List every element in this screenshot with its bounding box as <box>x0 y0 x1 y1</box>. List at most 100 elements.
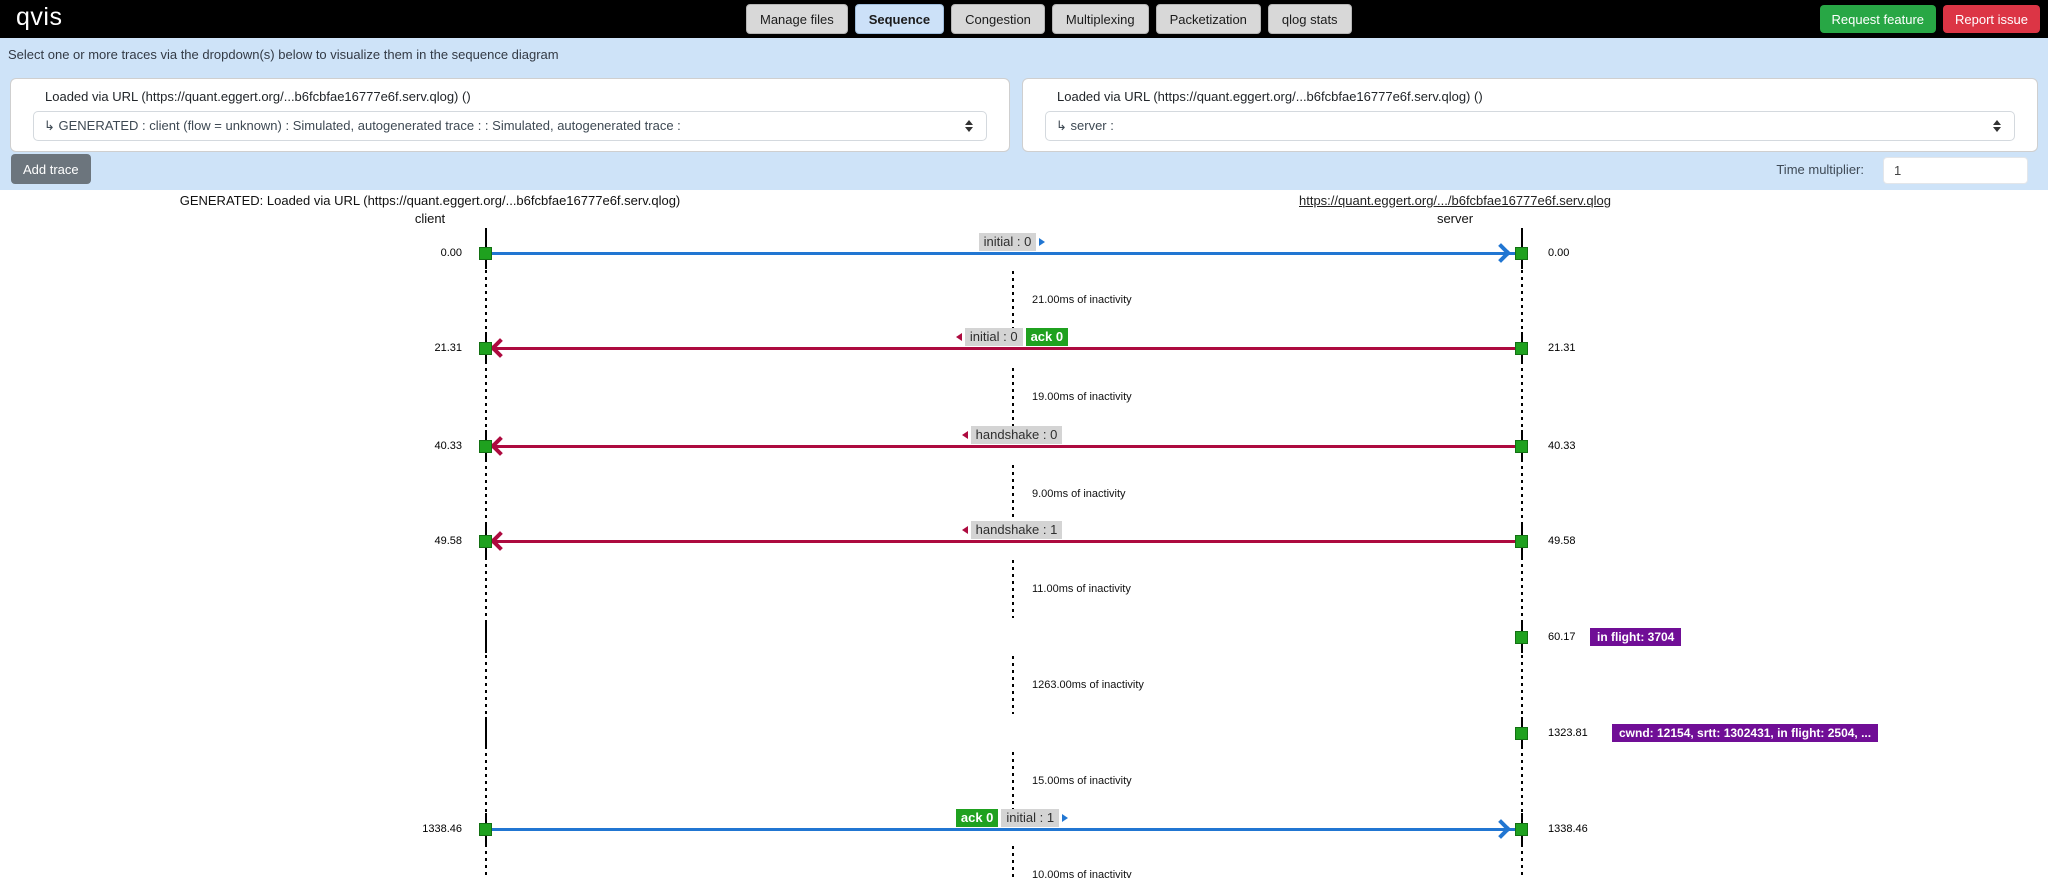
inactivity-dotted-line <box>1012 656 1014 714</box>
direction-triangle-right-icon <box>1039 238 1046 246</box>
client-endpoint-label: client <box>414 211 446 226</box>
trace-select-value: ↳ server : <box>1056 118 1114 133</box>
client-timestamp: 40.33 <box>434 440 462 452</box>
server-trace-title: https://quant.eggert.org/.../b6fcbfae167… <box>1205 193 1705 208</box>
inactivity-label: 1263.00ms of inactivity <box>1032 679 1144 691</box>
inactivity-label: 15.00ms of inactivity <box>1032 775 1132 787</box>
client-timestamp: 0.00 <box>440 247 462 259</box>
client-timestamp: 49.58 <box>434 535 462 547</box>
packet-type-badge[interactable]: handshake : 1 <box>970 521 1063 539</box>
server-timestamp: 1323.81 <box>1548 727 1588 739</box>
tab-packetization[interactable]: Packetization <box>1155 4 1261 34</box>
server-event-marker[interactable] <box>1515 342 1528 355</box>
arrowhead-left-icon <box>490 338 510 358</box>
inactivity-dotted-line <box>1012 846 1014 878</box>
server-event-marker[interactable] <box>1515 727 1528 740</box>
client-event-marker[interactable] <box>479 440 492 453</box>
server-timestamp: 49.58 <box>1548 535 1576 547</box>
client-event-marker[interactable] <box>479 823 492 836</box>
inactivity-label: 10.00ms of inactivity <box>1032 869 1132 878</box>
request-feature-button[interactable]: Request feature <box>1819 5 1937 33</box>
direction-triangle-left-icon <box>961 431 968 439</box>
congestion-info-badge[interactable]: cwnd: 12154, srtt: 1302431, in flight: 2… <box>1612 724 1879 742</box>
server-event-marker[interactable] <box>1515 247 1528 260</box>
packet-type-badge[interactable]: initial : 0 <box>964 328 1023 346</box>
client-timestamp: 21.31 <box>434 342 462 354</box>
tab-manage-files[interactable]: Manage files <box>746 4 848 34</box>
trace-select-value: ↳ GENERATED : client (flow = unknown) : … <box>44 118 681 133</box>
packet-arrow-left[interactable] <box>490 347 1518 350</box>
server-timestamp: 0.00 <box>1548 247 1570 259</box>
inactivity-label: 11.00ms of inactivity <box>1032 583 1131 595</box>
congestion-info-badge[interactable]: in flight: 3704 <box>1590 628 1682 646</box>
arrowhead-left-icon <box>490 436 510 456</box>
packet-arrow-right[interactable] <box>490 252 1518 255</box>
trace-source-label: Loaded via URL (https://quant.eggert.org… <box>1057 89 1483 104</box>
add-trace-button[interactable]: Add trace <box>11 154 91 184</box>
inactivity-dotted-line <box>1012 752 1014 810</box>
arrowhead-left-icon <box>490 531 510 551</box>
packet-type-badge[interactable]: initial : 1 <box>1001 809 1060 827</box>
ack-badge[interactable]: ack 0 <box>1025 328 1069 346</box>
packet-label-group: initial : 0 <box>712 233 1312 251</box>
time-multiplier-label: Time multiplier: <box>1776 162 1864 177</box>
report-issue-button[interactable]: Report issue <box>1943 5 2040 33</box>
packet-label-group: handshake : 1 <box>712 521 1312 539</box>
trace-selector-panel-1: Loaded via URL (https://quant.eggert.org… <box>10 78 1010 152</box>
server-event-marker[interactable] <box>1515 440 1528 453</box>
tab-congestion[interactable]: Congestion <box>951 4 1045 34</box>
time-multiplier-input[interactable] <box>1883 157 2028 184</box>
nav-buttons: Request feature Report issue <box>1819 5 2040 33</box>
trace-selector-panel-2: Loaded via URL (https://quant.eggert.org… <box>1022 78 2038 152</box>
packet-arrow-left[interactable] <box>490 540 1518 543</box>
inactivity-dotted-line <box>1012 271 1014 329</box>
direction-triangle-right-icon <box>1062 814 1069 822</box>
server-endpoint-label: server <box>1436 211 1474 226</box>
tab-bar: Manage files Sequence Congestion Multiplexi… <box>746 4 1352 34</box>
select-arrows-icon <box>965 120 973 132</box>
client-lifeline-active-segment <box>485 717 487 749</box>
direction-triangle-left-icon <box>961 526 968 534</box>
server-timestamp: 21.31 <box>1548 342 1576 354</box>
trace-source-label: Loaded via URL (https://quant.eggert.org… <box>45 89 471 104</box>
select-arrows-icon <box>1993 120 2001 132</box>
packet-arrow-right[interactable] <box>490 828 1518 831</box>
tab-multiplexing[interactable]: Multiplexing <box>1051 4 1149 34</box>
server-timestamp: 60.17 <box>1548 631 1576 643</box>
server-timestamp: 40.33 <box>1548 440 1576 452</box>
server-event-marker[interactable] <box>1515 631 1528 644</box>
trace-controls: Select one or more traces via the dropdo… <box>0 38 2048 190</box>
tab-sequence[interactable]: Sequence <box>854 4 945 34</box>
tab-qlog-stats[interactable]: qlog stats <box>1267 4 1352 34</box>
client-event-marker[interactable] <box>479 535 492 548</box>
packet-arrow-left[interactable] <box>490 445 1518 448</box>
server-trace-link[interactable]: https://quant.eggert.org/.../b6fcbfae167… <box>1299 193 1611 208</box>
ack-badge[interactable]: ack 0 <box>955 809 999 827</box>
inactivity-label: 19.00ms of inactivity <box>1032 391 1132 403</box>
packet-label-group: handshake : 0 <box>712 426 1312 444</box>
sequence-diagram: GENERATED: Loaded via URL (https://quant… <box>0 190 2048 878</box>
trace-select[interactable]: ↳ server : <box>1045 111 2015 141</box>
app-logo: qvis <box>16 3 63 31</box>
server-event-marker[interactable] <box>1515 535 1528 548</box>
inactivity-dotted-line <box>1012 368 1014 426</box>
packet-type-badge[interactable]: initial : 0 <box>978 233 1037 251</box>
inactivity-label: 9.00ms of inactivity <box>1032 488 1126 500</box>
instruction-text: Select one or more traces via the dropdo… <box>8 47 559 62</box>
inactivity-label: 21.00ms of inactivity <box>1032 294 1132 306</box>
trace-select[interactable]: ↳ GENERATED : client (flow = unknown) : … <box>33 111 987 141</box>
arrowhead-right-icon <box>1491 819 1511 839</box>
packet-type-badge[interactable]: handshake : 0 <box>970 426 1063 444</box>
server-timestamp: 1338.46 <box>1548 823 1588 835</box>
server-event-marker[interactable] <box>1515 823 1528 836</box>
inactivity-dotted-line <box>1012 560 1014 618</box>
packet-label-group: ack 0 initial : 1 <box>712 809 1312 827</box>
navbar: qvis Manage files Sequence Congestion Multi… <box>0 0 2048 38</box>
client-event-marker[interactable] <box>479 342 492 355</box>
packet-label-group: initial : 0 ack 0 <box>712 328 1312 346</box>
client-event-marker[interactable] <box>479 247 492 260</box>
client-timestamp: 1338.46 <box>422 823 462 835</box>
inactivity-dotted-line <box>1012 465 1014 523</box>
direction-triangle-left-icon <box>955 333 962 341</box>
